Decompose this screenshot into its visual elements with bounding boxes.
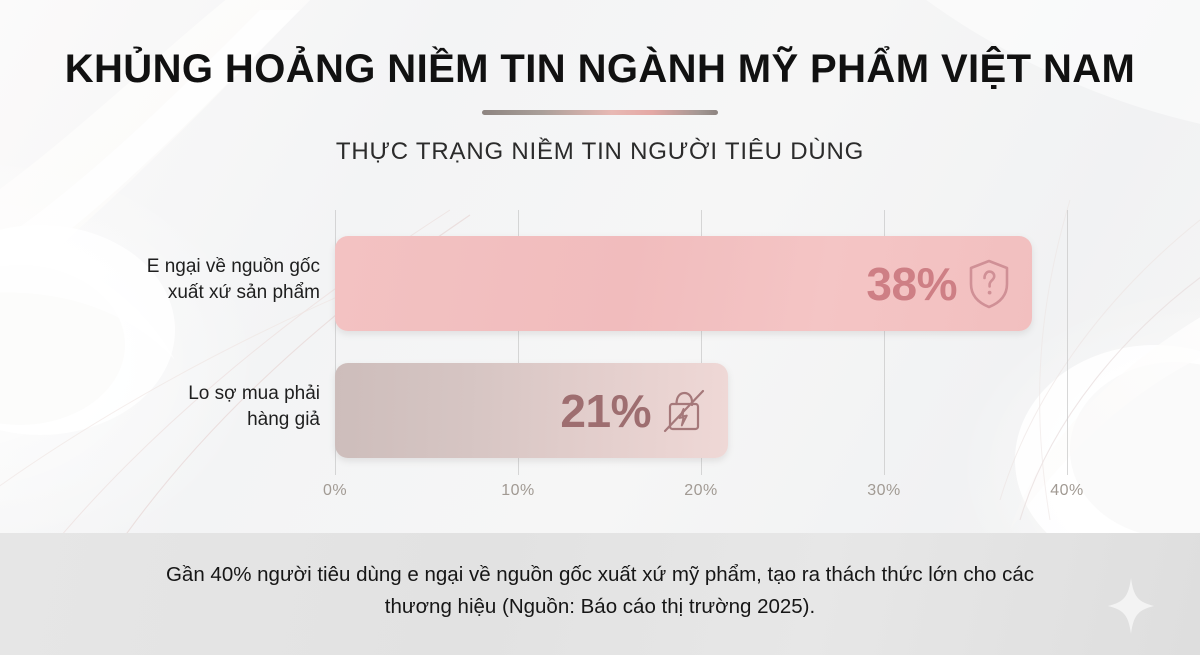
bar-category-label-line2: hàng giả: [247, 408, 320, 430]
x-tick-label-10: 10%: [501, 482, 535, 499]
bar-chart: 0% 10% 20% 30% 40% E ngại về nguồn gốc x…: [0, 200, 1200, 510]
gridline-40: [1067, 210, 1068, 475]
x-tick-label-40: 40%: [1050, 482, 1084, 499]
bar-origin-concern: 38%: [335, 236, 1032, 331]
gridline-0: [335, 210, 336, 475]
no-counterfeit-bag-icon: [663, 389, 705, 432]
page-title: KHỦNG HOẢNG NIỀM TIN NGÀNH MỸ PHẨM VIỆT …: [64, 47, 1136, 91]
bar-category-label-line2: xuất xứ sản phẩm: [167, 281, 320, 303]
title-divider: [482, 110, 718, 115]
bar-category-label-origin-concern: E ngại về nguồn gốc xuất xứ sản phẩm: [0, 254, 320, 305]
bar-counterfeit-fear: 21%: [335, 363, 728, 458]
bar-category-label-line1: Lo sợ mua phải: [188, 383, 320, 404]
x-tick-label-20: 20%: [684, 482, 718, 499]
footer-band: Gần 40% người tiêu dùng e ngại về nguồn …: [0, 533, 1200, 655]
bar-category-label-line1: E ngại về nguồn gốc: [146, 256, 320, 277]
footer-caption: Gần 40% người tiêu dùng e ngại về nguồn …: [165, 563, 1035, 618]
bar-value-group-origin-concern: 38%: [866, 257, 1032, 311]
gridline-10: [518, 210, 519, 475]
bar-value-group-counterfeit-fear: 21%: [560, 384, 728, 438]
chart-gridlines: [0, 200, 1200, 475]
gridline-20: [701, 210, 702, 475]
bar-category-label-counterfeit-fear: Lo sợ mua phải hàng giả: [0, 381, 320, 432]
shield-question-icon: [969, 259, 1009, 308]
bar-value-counterfeit-fear: 21%: [560, 384, 651, 437]
x-tick-label-30: 30%: [867, 482, 901, 499]
x-tick-label-0: 0%: [322, 482, 348, 499]
bar-value-origin-concern: 38%: [866, 257, 957, 310]
page-subtitle: THỰC TRẠNG NIỀM TIN NGƯỜI TIÊU DÙNG: [335, 138, 865, 165]
gridline-30: [884, 210, 885, 475]
